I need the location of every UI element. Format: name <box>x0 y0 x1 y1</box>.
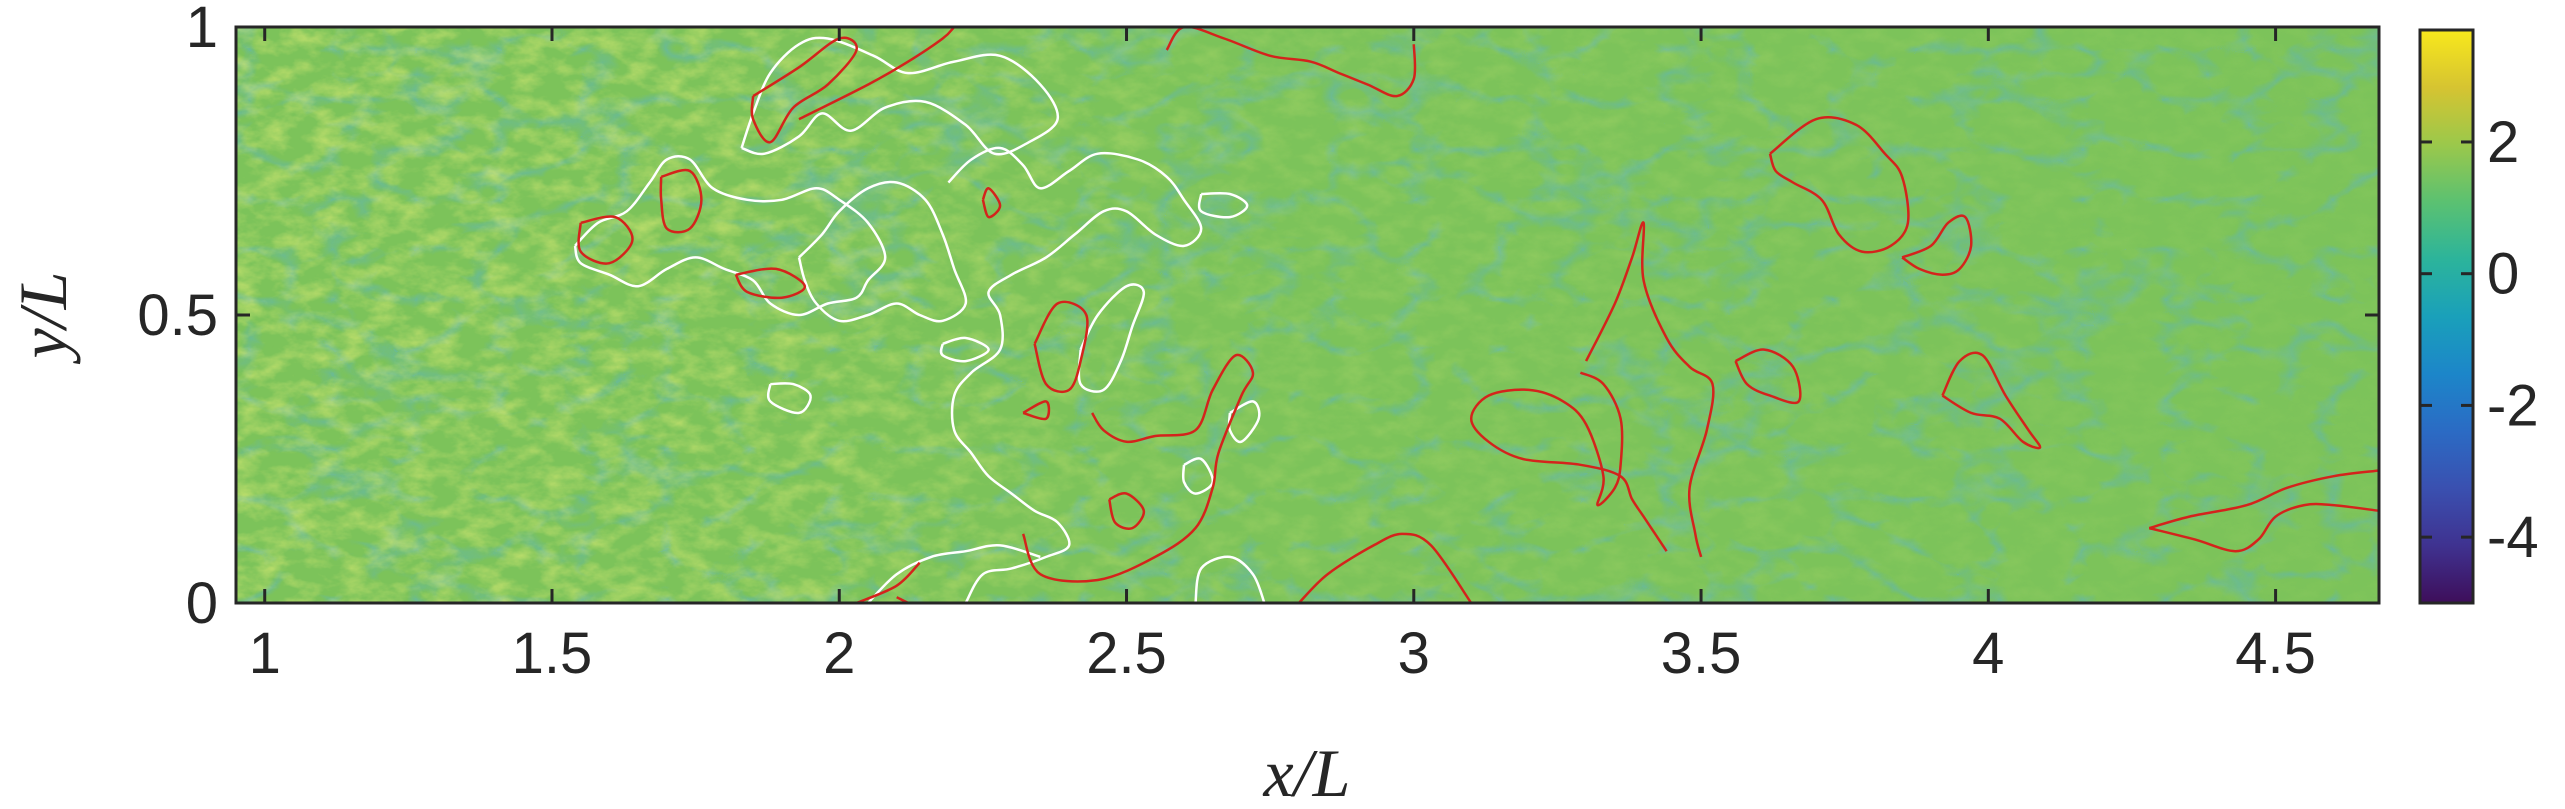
red-contour-line <box>1033 300 1089 394</box>
white-contour-line <box>1194 555 1266 603</box>
colorbar-tick-label: 0 <box>2487 242 2519 307</box>
colorbar-tick-label: -2 <box>2487 373 2539 438</box>
white-contour-line <box>947 146 1203 603</box>
colorbar-tick-label: 2 <box>2487 110 2519 175</box>
white-contour-line <box>867 544 1041 603</box>
x-tick-label: 1.5 <box>512 621 593 686</box>
x-tick-label: 2.5 <box>1086 621 1167 686</box>
red-contour-line <box>1584 221 1715 558</box>
red-contour-line <box>1108 491 1146 530</box>
red-contour-line <box>1298 532 1473 603</box>
red-contour-line <box>577 215 634 265</box>
red-contour-line <box>750 36 858 144</box>
white-contour-line <box>573 154 887 317</box>
plot-area <box>236 27 2379 603</box>
heatmap-fine-scale-structures <box>236 27 2379 603</box>
y-tick-label: 1 <box>186 0 218 60</box>
colorbar-gradient <box>2418 28 2475 605</box>
red-contour-line <box>798 27 956 121</box>
white-contours <box>573 36 1266 603</box>
red-contour-line <box>2148 502 2379 553</box>
white-contour-line <box>740 36 1060 156</box>
x-tick-label: 3.5 <box>1661 621 1742 686</box>
red-contour-line <box>1734 348 1802 405</box>
white-contour-line <box>1197 191 1249 219</box>
x-tick-label: 1 <box>249 621 281 686</box>
red-contour-line <box>1021 353 1255 583</box>
red-contour-line <box>2148 469 2379 530</box>
red-contour-line <box>981 187 1002 219</box>
x-tick-label: 4.5 <box>2235 621 2316 686</box>
white-contour-line <box>766 382 812 415</box>
red-contour-line <box>856 561 921 603</box>
y-tick-label: 0.5 <box>137 283 218 348</box>
white-contour-line <box>1077 283 1146 393</box>
red-contour-line <box>1901 214 1973 276</box>
white-contour-line <box>1227 400 1261 444</box>
red-contour-line <box>1165 27 1417 98</box>
red-contour-line <box>659 168 703 234</box>
colorbar: 2 0 -2 -4 <box>2418 28 2539 605</box>
white-contour-line <box>797 180 968 323</box>
white-contour-line <box>939 336 990 363</box>
x-tick-label: 4 <box>1972 621 2004 686</box>
red-contour-line <box>734 267 807 300</box>
red-contour-line <box>1022 400 1051 421</box>
y-tick-label: 0 <box>186 571 218 636</box>
red-contour-line <box>1469 371 1668 552</box>
x-tick-label: 2 <box>823 621 855 686</box>
x-axis-title: x/L <box>1263 735 1351 809</box>
x-axis: 1 1.5 2 2.5 3 3.5 4 4.5 <box>249 27 2316 686</box>
red-contour-line <box>1768 116 1910 254</box>
red-contour-line <box>1941 351 2042 450</box>
colorbar-ticks: 2 0 -2 -4 <box>2420 110 2539 570</box>
red-contours <box>577 27 2379 603</box>
colorbar-tick-label: -4 <box>2487 505 2539 570</box>
x-tick-label: 3 <box>1398 621 1430 686</box>
white-contour-line <box>1181 457 1214 495</box>
y-axis-title: y/L <box>5 272 81 365</box>
y-axis: 00.51 <box>137 0 2379 636</box>
